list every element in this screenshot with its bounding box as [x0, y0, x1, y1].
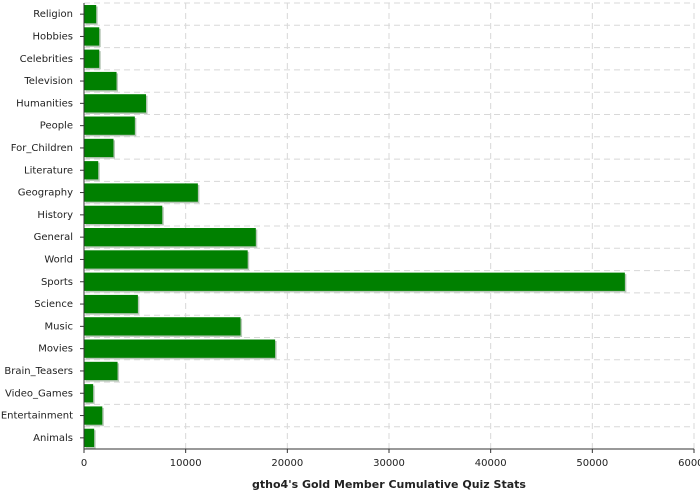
bar	[84, 361, 118, 381]
bar	[84, 161, 99, 180]
x-tick-label: 40000	[475, 458, 507, 469]
y-tick-label: Sports	[41, 277, 73, 288]
y-tick-label: Entertainment	[1, 411, 73, 422]
bar	[84, 94, 147, 113]
bar	[84, 205, 163, 224]
bar	[84, 49, 100, 68]
bar	[84, 228, 256, 247]
bar	[84, 5, 97, 24]
x-tick-label: 10000	[170, 458, 202, 469]
y-tick-label: Video_Games	[5, 388, 73, 399]
x-tick-label: 30000	[373, 458, 405, 469]
bar	[84, 138, 114, 158]
x-tick-label: 0	[81, 458, 87, 469]
bar	[84, 384, 94, 403]
y-tick-label: Literature	[24, 165, 73, 176]
y-tick-label: Religion	[33, 9, 73, 20]
bar	[84, 116, 135, 135]
bar	[84, 272, 625, 291]
chart-title: gtho4's Gold Member Cumulative Quiz Stat…	[252, 478, 526, 491]
x-tick-label: 20000	[271, 458, 303, 469]
x-tick-label: 50000	[576, 458, 608, 469]
y-tick-label: World	[44, 254, 73, 265]
y-tick-label: History	[37, 210, 73, 221]
bar	[84, 406, 103, 425]
y-tick-label: Geography	[18, 188, 73, 199]
bar	[84, 250, 248, 269]
x-tick-label: 60000	[678, 458, 700, 469]
bar	[84, 71, 117, 91]
y-tick-label: Humanities	[16, 98, 73, 109]
bar	[84, 317, 241, 336]
y-tick-label: Movies	[38, 344, 73, 355]
y-tick-label: For_Children	[11, 143, 73, 154]
bar	[84, 339, 276, 358]
bar	[84, 294, 138, 314]
y-tick-label: Television	[23, 76, 73, 87]
y-tick-label: Music	[45, 321, 73, 332]
y-tick-label: General	[34, 232, 73, 243]
y-tick-label: Celebrities	[20, 54, 73, 65]
bar	[84, 27, 100, 46]
y-tick-label: People	[40, 121, 73, 132]
bar	[84, 428, 95, 447]
bar	[84, 183, 198, 202]
y-tick-label: Science	[34, 299, 73, 310]
y-tick-label: Animals	[33, 433, 73, 444]
y-tick-label: Brain_Teasers	[4, 366, 73, 377]
y-tick-label: Hobbies	[33, 31, 73, 42]
